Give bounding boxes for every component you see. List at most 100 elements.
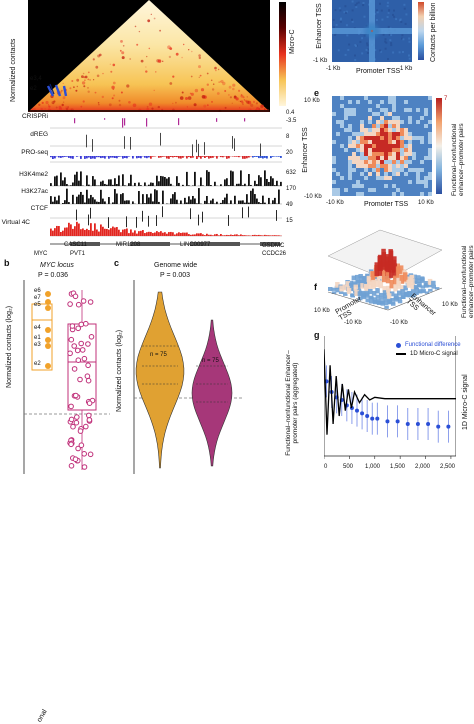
b-pair-dot: [75, 348, 80, 353]
heatmap-cell: [392, 156, 396, 160]
track-val-proseq: 20: [286, 150, 293, 156]
heatmap-cell: [334, 34, 336, 36]
hic-contact-dot: [182, 92, 184, 94]
heatmap-cell: [332, 144, 336, 148]
panel-d-xlabel-text: Promoter TSS: [356, 68, 400, 75]
track-bar: [124, 136, 125, 149]
surface-cell: [339, 291, 344, 294]
track-bar: [148, 216, 149, 227]
track-bar: [268, 182, 270, 186]
panel-f-tick-1: 10 Kb: [314, 308, 330, 314]
surface-cell: [431, 281, 436, 286]
heatmap-cell: [360, 120, 364, 124]
track-bar: [124, 118, 125, 125]
track-bar: [122, 118, 123, 127]
heatmap-cell: [380, 192, 384, 196]
heatmap-cell: [360, 112, 364, 116]
hic-contact-dot: [113, 95, 115, 97]
heatmap-cell: [392, 152, 396, 156]
track-bar: [190, 156, 192, 158]
track-bar: [104, 184, 106, 186]
hic-contact-dot: [93, 58, 95, 60]
track-bar: [108, 156, 110, 159]
track-bar: [254, 156, 256, 157]
heatmap-cell: [380, 112, 384, 116]
track-bar: [234, 138, 235, 151]
heatmap-cell: [352, 100, 356, 104]
track-bar: [54, 228, 56, 236]
element-label-e2: e2: [30, 86, 37, 92]
heatmap-cell: [400, 104, 404, 108]
track-bar: [174, 156, 176, 157]
track-bar: [252, 156, 254, 158]
hic-contact-dot: [211, 80, 213, 82]
heatmap-cell: [360, 144, 364, 148]
heatmap-cell: [364, 168, 368, 172]
heatmap-cell: [352, 120, 356, 124]
heatmap-cell: [364, 180, 368, 184]
heatmap-cell: [424, 120, 428, 124]
b-pair-dot: [74, 420, 79, 425]
track-bar: [252, 189, 254, 205]
track-bar: [172, 156, 174, 157]
heatmap-cell: [336, 160, 340, 164]
heatmap-cell: [356, 168, 360, 172]
track-bar: [140, 231, 142, 236]
heatmap-cell: [340, 192, 344, 196]
hic-contact-dot: [62, 104, 64, 106]
track-bar: [70, 156, 72, 158]
track-bar: [156, 176, 158, 186]
heatmap-cell: [428, 116, 432, 120]
heatmap-cell: [428, 136, 432, 140]
heatmap-cell: [356, 128, 360, 132]
track-bar: [140, 156, 142, 158]
heatmap-cell: [392, 180, 396, 184]
track-bar: [108, 230, 110, 236]
hic-contact-dot: [158, 59, 161, 62]
track-bar: [250, 191, 252, 204]
heatmap-cell: [420, 148, 424, 152]
heatmap-cell: [388, 164, 392, 168]
heatmap-cell: [344, 128, 348, 132]
hic-contact-dot: [246, 101, 249, 104]
track-bar: [100, 224, 102, 236]
heatmap-cell: [384, 180, 388, 184]
heatmap-cell: [416, 128, 420, 132]
hic-contact-dot: [149, 103, 152, 106]
heatmap-cell: [364, 16, 366, 18]
heatmap-cell: [400, 116, 404, 120]
gene-myc: MYC: [34, 251, 47, 257]
heatmap-cell: [408, 188, 412, 192]
track-bar: [136, 217, 137, 228]
panel-e-xlabel-text: Promoter TSS: [364, 201, 408, 208]
heatmap-cell: [354, 55, 356, 57]
heatmap-cell: [380, 160, 384, 164]
track-bar: [220, 156, 222, 157]
heatmap-cell: [352, 144, 356, 148]
heatmap-cell: [404, 8, 406, 10]
heatmap-cell: [416, 104, 420, 108]
heatmap-cell: [424, 180, 428, 184]
heatmap-cell: [384, 172, 388, 176]
heatmap-cell: [380, 148, 384, 152]
hic-contact-dot: [139, 31, 140, 32]
hic-contact-dot: [187, 106, 188, 107]
heatmap-cell: [424, 124, 428, 128]
b-pair-dot: [86, 378, 91, 383]
heatmap-cell: [392, 160, 396, 164]
track-bar: [118, 230, 120, 236]
heatmap-cell: [372, 192, 376, 196]
heatmap-cell: [360, 164, 364, 168]
gene-pvt1: PVT1: [70, 251, 85, 257]
hic-contact-dot: [201, 88, 204, 91]
heatmap-cell: [408, 55, 410, 57]
heatmap-cell: [356, 144, 360, 148]
heatmap-cell: [400, 144, 404, 148]
track-bar: [92, 176, 94, 186]
track-bar: [66, 184, 68, 186]
track-bar: [124, 229, 126, 236]
heatmap-cell: [396, 192, 400, 196]
panel-e-ytick-bottom: -10 Kb: [304, 194, 322, 200]
track-bar: [170, 184, 172, 186]
track-bar: [260, 144, 261, 157]
